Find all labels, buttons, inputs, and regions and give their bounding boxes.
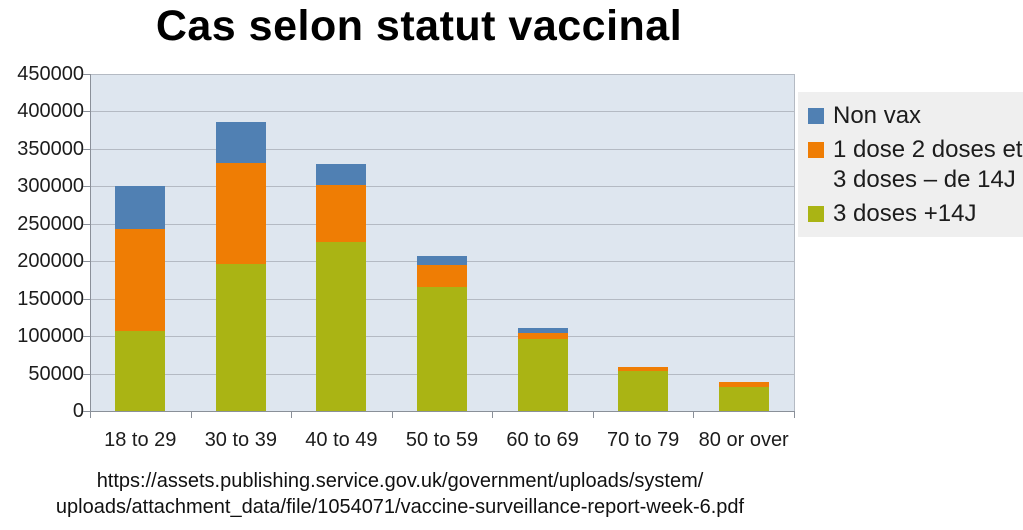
x-tick-mark: [391, 412, 393, 418]
x-tick-label: 30 to 39: [204, 429, 277, 451]
plot-area: [90, 74, 795, 412]
source-url: https://assets.publishing.service.gov.uk…: [0, 468, 800, 520]
x-tick-label: 40 to 49: [305, 429, 378, 451]
y-tick-label: 200000: [17, 250, 84, 273]
gridline: [90, 223, 794, 225]
x-axis-line: [90, 411, 795, 412]
gridline: [90, 148, 794, 150]
y-tick-mark: [83, 111, 90, 113]
y-tick-label: 100000: [17, 325, 84, 348]
legend-item: Non vax: [808, 101, 1023, 131]
legend-label: 1 dose 2 doses et 3 doses – de 14J: [833, 135, 1022, 195]
y-tick-mark: [83, 74, 90, 75]
x-tick-label: 80 or over: [698, 429, 789, 451]
legend-item: 1 dose 2 doses et 3 doses – de 14J: [808, 135, 1023, 195]
legend-swatch-non-vax: [808, 108, 824, 124]
x-tick-label: 60 to 69: [506, 429, 579, 451]
x-tick-mark: [90, 412, 91, 418]
bar-segment: [417, 265, 467, 287]
source-url-line-1: https://assets.publishing.service.gov.uk…: [96, 470, 704, 492]
y-tick-mark: [83, 336, 90, 338]
y-tick-label: 250000: [17, 212, 84, 235]
y-tick-mark: [83, 298, 90, 300]
source-url-line-2: uploads/attachment_data/file/1054071/vac…: [55, 496, 745, 518]
bar-segment: [517, 339, 568, 412]
bar-70-to-79: [618, 367, 669, 412]
bar-50-to-59: [417, 256, 467, 412]
bar-segment: [215, 122, 266, 164]
bar-segment: [115, 331, 166, 412]
bar-segment: [215, 163, 266, 264]
bar-segment: [618, 370, 669, 412]
y-tick-mark: [83, 148, 90, 150]
legend-label-line: 3 doses – de 14J: [833, 166, 1016, 193]
y-tick-mark: [83, 186, 90, 188]
bar-segment: [316, 164, 367, 186]
bar-segment: [718, 386, 769, 412]
y-tick-mark: [83, 411, 90, 412]
x-tick-label: 50 to 59: [405, 429, 479, 451]
gridline: [90, 111, 794, 113]
y-tick-label: 450000: [17, 63, 84, 85]
legend-item: 3 doses +14J: [808, 199, 1023, 229]
bar-segment: [417, 256, 467, 266]
bar-segment: [215, 263, 266, 412]
y-tick-label: 400000: [17, 100, 84, 123]
x-tick-mark: [794, 412, 795, 418]
bar-60-to-69: [517, 328, 568, 412]
bar-segment: [417, 286, 467, 412]
legend-label-line: Non vax: [833, 102, 922, 129]
y-tick-label: 350000: [17, 137, 84, 160]
bar-segment: [517, 328, 568, 333]
x-tick-mark: [492, 412, 494, 418]
bar-segment: [517, 332, 568, 340]
x-tick-mark: [190, 412, 192, 418]
legend-label: 3 doses +14J: [833, 199, 976, 229]
bar-segment: [618, 367, 669, 371]
bar-30-to-39: [215, 122, 266, 412]
bar-segment: [115, 185, 166, 229]
legend-label: Non vax: [833, 101, 921, 131]
y-axis-line: [90, 74, 91, 412]
y-tick-label: 150000: [17, 287, 84, 310]
x-tick-mark: [592, 412, 594, 418]
chart-title: Cas selon statut vaccinal: [155, 2, 683, 50]
legend: Non vax 1 dose 2 doses et 3 doses – de 14J…: [798, 92, 1023, 237]
gridline: [90, 186, 794, 188]
x-tick-label: 70 to 79: [606, 429, 680, 451]
legend-swatch-3-doses-14j: [808, 206, 824, 222]
bar-80-or-over: [718, 382, 769, 412]
bar-18-to-29: [115, 185, 166, 412]
bar-segment: [718, 382, 769, 387]
y-tick-mark: [83, 223, 90, 225]
y-tick-label: 300000: [17, 175, 84, 198]
y-tick-mark: [83, 261, 90, 263]
y-tick-mark: [83, 373, 90, 375]
x-tick-mark: [291, 412, 293, 418]
bar-segment: [316, 242, 367, 412]
bar-segment: [316, 185, 367, 243]
x-tick-label: 18 to 29: [104, 429, 177, 451]
y-tick-label: 50000: [28, 362, 84, 385]
legend-label-line: 3 doses +14J: [833, 200, 977, 227]
legend-swatch-1-dose-2-doses-et-3-doses-de-14j: [808, 142, 824, 158]
legend-label-line: 1 dose 2 doses et: [833, 136, 1023, 163]
bar-40-to-49: [316, 164, 367, 412]
y-tick-label: 0: [72, 400, 84, 422]
bar-segment: [115, 228, 166, 332]
x-tick-mark: [693, 412, 695, 418]
